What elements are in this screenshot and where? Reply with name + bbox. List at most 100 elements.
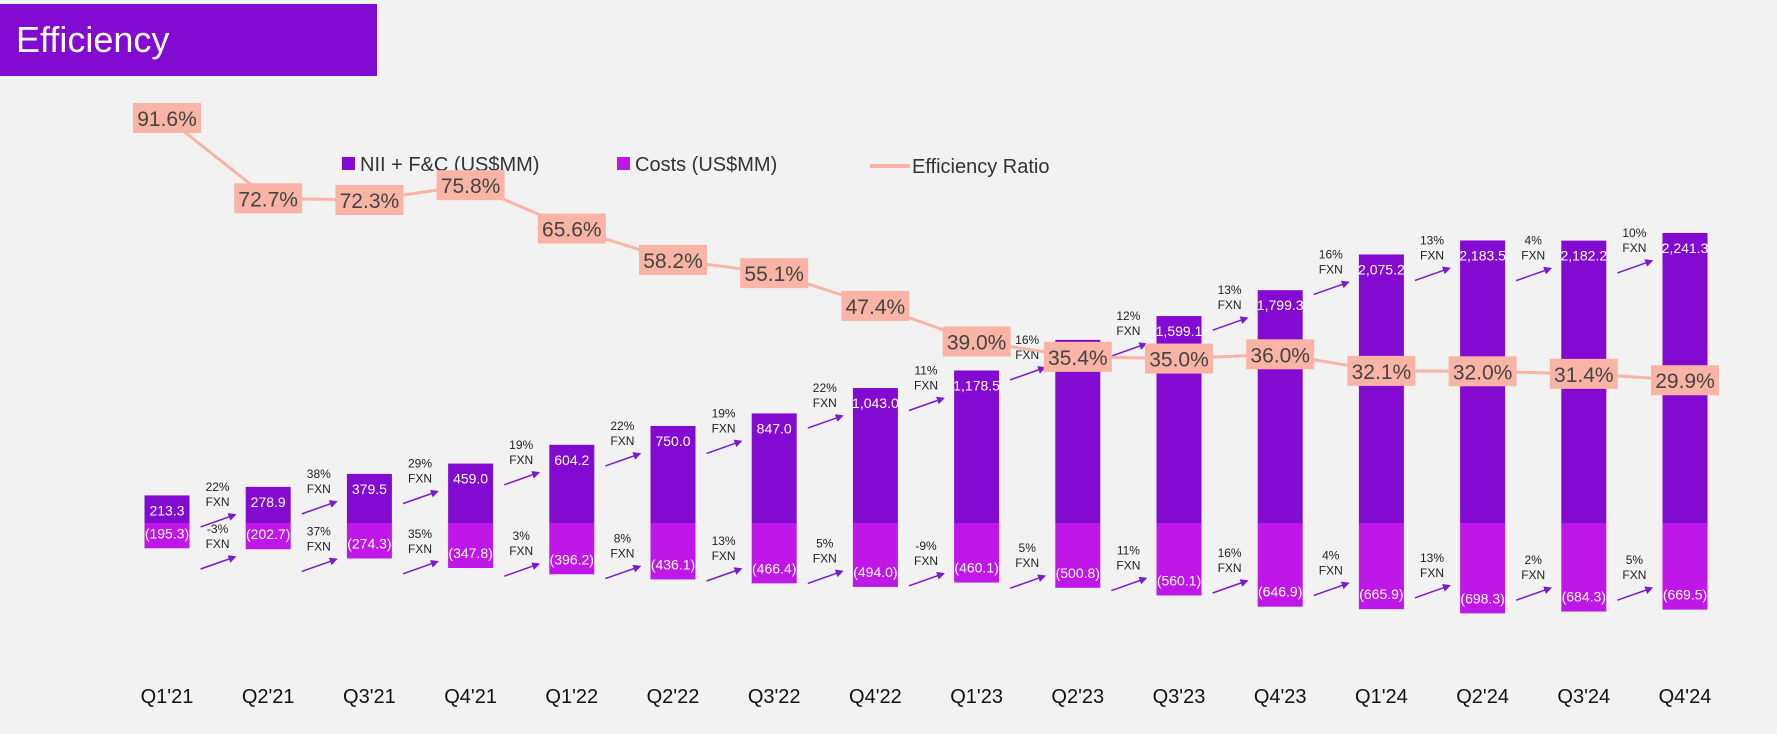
nii-value-label: 1,599.1 [1156,323,1203,339]
efficiency-ratio-label: 32.0% [1453,361,1513,384]
costs-growth-label: 16% [1218,546,1242,560]
costs-growth-label: 37% [307,524,331,538]
nii-value-label: 1,799.3 [1257,297,1304,313]
efficiency-ratio-point [1347,355,1416,386]
costs-value-label: (396.2) [550,551,594,567]
nii-growth-label: 13% [1420,233,1444,247]
nii-value-label: 1,178.5 [953,378,1000,394]
nii-value-label: 1,043.0 [852,395,899,411]
nii-growth-suffix: FXN [1420,248,1444,262]
nii-growth-arrow [1617,259,1654,274]
nii-growth-label: 12% [1116,309,1140,323]
costs-bar [1358,523,1404,610]
nii-value-label: 604.2 [554,452,589,468]
nii-growth-label: 4% [1525,234,1543,248]
nii-growth-label: 22% [610,419,634,433]
costs-value-label: (195.3) [145,525,189,541]
efficiency-ratio-point [1043,341,1112,372]
costs-growth-arrow [1212,579,1249,594]
costs-growth-suffix: FXN [1116,559,1140,573]
costs-growth-label: 2% [1525,553,1543,567]
x-tick-label: Q4'21 [444,686,497,708]
nii-growth-arrow [1414,266,1451,282]
x-tick-label: Q4'23 [1254,686,1307,708]
nii-growth-suffix: FXN [813,396,837,410]
x-tick-label: Q3'21 [343,686,396,708]
costs-bar [144,523,190,549]
nii-value-label: 847.0 [757,420,792,436]
costs-growth-arrow [200,555,237,570]
nii-growth-arrow [908,396,945,412]
nii-value-label: 2,182.2 [1560,248,1607,264]
costs-growth-suffix: FXN [307,539,331,553]
efficiency-ratio-point [942,326,1011,357]
efficiency-ratio-label: 35.4% [1048,347,1108,370]
costs-bar [448,523,494,569]
efficiency-ratio-point [740,258,809,289]
nii-value-label: 278.9 [251,494,286,510]
costs-value-label: (436.1) [651,556,695,572]
efficiency-ratio-label: 72.7% [238,188,298,211]
nii-growth-suffix: FXN [1116,324,1140,338]
nii-bar [852,388,898,523]
x-tick-label: Q4'22 [849,686,902,708]
efficiency-ratio-point [1549,358,1618,389]
x-tick-label: Q2'22 [647,686,700,708]
nii-bar [245,486,291,523]
x-tick-label: Q2'23 [1051,686,1104,708]
efficiency-ratio-label: 58.2% [643,250,703,273]
nii-growth-arrow [1009,366,1047,381]
costs-value-label: (460.1) [954,560,998,576]
nii-growth-suffix: FXN [307,482,331,496]
nii-growth-label: 29% [408,457,432,471]
costs-growth-suffix: FXN [408,542,432,556]
nii-growth-arrow [605,452,642,467]
nii-value-label: 750.0 [655,433,690,449]
costs-bar [1460,523,1506,614]
costs-value-label: (665.9) [1359,586,1403,602]
costs-growth-suffix: FXN [1521,568,1545,582]
nii-value-label: 2,241.3 [1662,240,1709,256]
efficiency-ratio-point [1145,343,1213,374]
costs-growth-suffix: FXN [1319,563,1343,577]
costs-value-label: (500.8) [1056,565,1100,581]
nii-growth-arrow [807,414,844,429]
x-tick-label: Q3'22 [748,686,801,708]
page-title: Efficiency [0,4,377,76]
efficiency-ratio-label: 36.0% [1250,344,1310,367]
costs-growth-label: 3% [513,529,531,543]
costs-bar [650,523,696,580]
efficiency-ratio-point [1246,339,1315,370]
costs-value-label: (646.9) [1258,584,1302,600]
nii-growth-label: 22% [206,480,230,494]
costs-growth-arrow [807,569,844,585]
efficiency-ratio-point [133,103,201,133]
costs-value-label: (202.7) [246,526,290,542]
costs-value-label: (684.3) [1562,589,1606,605]
nii-value-label: 213.3 [149,502,184,518]
nii-bar [954,370,1000,523]
nii-growth-label: 19% [712,406,736,420]
costs-growth-arrow [503,562,541,577]
costs-growth-label: 13% [712,534,736,548]
costs-bar [549,523,595,575]
costs-growth-suffix: FXN [914,554,938,568]
efficiency-ratio-label: 55.1% [744,263,804,286]
nii-bar [549,444,595,523]
nii-bar [1257,290,1303,523]
x-tick-label: Q1'24 [1355,686,1408,708]
nii-bar [1358,254,1404,523]
chart-legend: NII + F&C (US$MM) Costs (US$MM) Efficien… [342,154,1049,178]
nii-growth-arrow [503,471,541,486]
nii-growth-suffix: FXN [1218,298,1242,312]
costs-growth-label: 5% [1019,541,1037,555]
costs-growth-label: 5% [816,536,834,550]
costs-value-label: (274.3) [347,535,391,551]
costs-growth-suffix: FXN [509,544,533,558]
costs-growth-suffix: FXN [1015,556,1039,570]
costs-growth-suffix: FXN [206,537,230,551]
efficiency-ratio-point [1651,365,1719,396]
costs-growth-label: 8% [614,532,632,546]
costs-growth-suffix: FXN [1218,561,1242,575]
costs-growth-suffix: FXN [813,551,837,565]
